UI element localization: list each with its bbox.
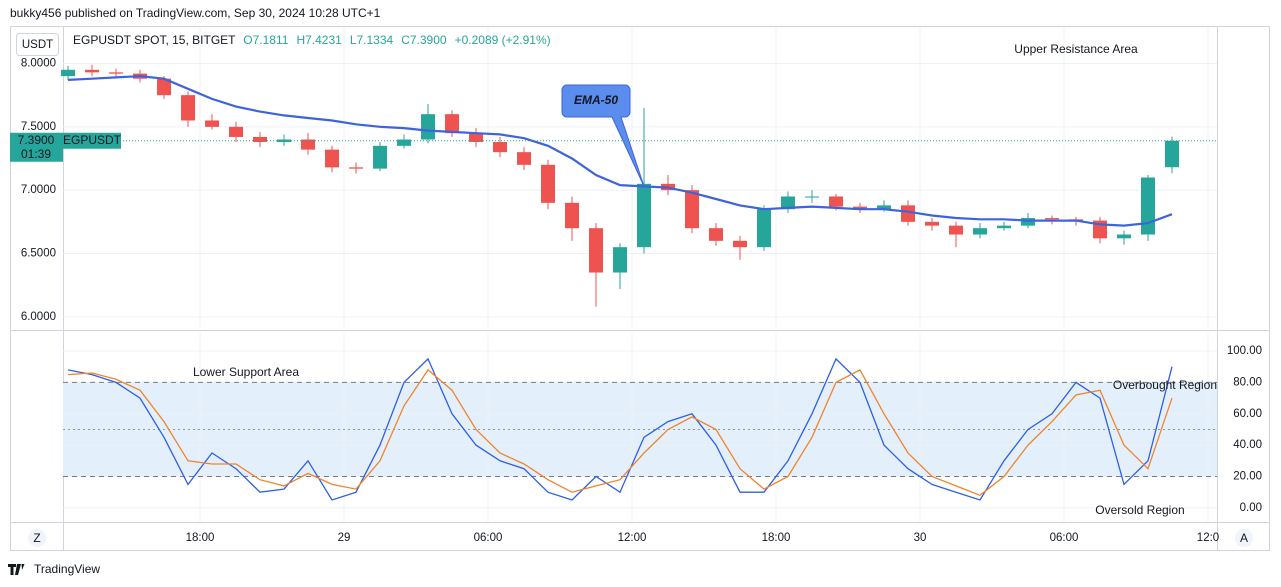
candle-body — [805, 196, 820, 198]
candle-body — [229, 126, 244, 137]
ema-callout — [561, 84, 645, 187]
currency[interactable]: USDT — [22, 39, 53, 51]
candle-body — [205, 120, 220, 127]
x-tick-label: 18:00 — [186, 532, 215, 544]
x-tick-label: 18:00 — [762, 532, 791, 544]
x-tick-label: 30 — [914, 532, 927, 544]
candle-body — [1021, 218, 1036, 226]
candle-body — [925, 221, 940, 226]
brand-icon — [8, 564, 25, 575]
candle-body — [757, 209, 772, 248]
chart-frame — [10, 26, 1270, 551]
candle-body — [733, 240, 748, 248]
x-tick-label: 06:00 — [1050, 532, 1079, 544]
ohlc-change: +0.2089 (+2.91%) — [455, 33, 551, 47]
candle-body — [901, 205, 916, 222]
zoom-label[interactable]: Z — [33, 531, 40, 545]
candle-body — [397, 139, 412, 146]
x-tick-label: 12:00 — [618, 532, 647, 544]
y-tick-label: 80.00 — [1233, 376, 1262, 388]
currency-box[interactable] — [16, 33, 59, 56]
candle-body — [1141, 177, 1156, 235]
header: EGPUSDT SPOT, 15, BITGET O7.1811 H7.4231 L7… — [73, 33, 551, 47]
candle-body — [373, 145, 388, 169]
y-tick-label: 7.0000 — [21, 184, 56, 196]
candle-body — [781, 196, 796, 210]
candle-body — [301, 139, 316, 150]
annotation: Lower Support Area — [193, 365, 299, 379]
ohlc-low: L7.1334 — [350, 33, 394, 47]
candle-body — [853, 206, 868, 210]
candle-body — [349, 167, 364, 169]
y-tick-label: 60.00 — [1233, 408, 1262, 420]
brand-logo — [8, 564, 25, 575]
candle-body — [493, 142, 508, 153]
oscillator-line — [67, 368, 1173, 497]
annotation: Overbought Region — [1113, 378, 1217, 392]
countdown: 01:39 — [21, 147, 51, 161]
ohlc-high: H7.4231 — [296, 33, 342, 47]
last-price-box — [10, 132, 63, 162]
candle-body — [61, 69, 76, 77]
candle-body — [709, 228, 724, 241]
ema-label: EMA-50 — [574, 93, 618, 107]
candle-body — [685, 190, 700, 229]
x-tick-label: 06:00 — [474, 532, 503, 544]
candle-body — [637, 183, 652, 248]
candle-body — [589, 228, 604, 273]
y-tick-label: 8.0000 — [21, 58, 56, 70]
candle-body — [253, 136, 268, 143]
ema-line — [67, 74, 1173, 227]
published-note: bukky456 published on TradingView.com, S… — [10, 6, 381, 20]
y-tick-label: 0.00 — [1240, 502, 1262, 514]
candle-body — [877, 205, 892, 210]
candle-body — [1117, 234, 1132, 239]
candle-body — [829, 196, 844, 207]
ohlc-close: C7.3900 — [401, 33, 447, 47]
ohlc-open: O7.1811 — [243, 33, 288, 47]
candle-body — [85, 69, 100, 73]
y-tick-label: 6.0000 — [21, 311, 56, 323]
oscillator-line — [67, 357, 1173, 501]
candle-body — [109, 72, 124, 74]
candle-body — [1165, 140, 1180, 168]
annotation: Upper Resistance Area — [1014, 42, 1138, 56]
candle-body — [565, 202, 580, 229]
brand: TradingView — [34, 562, 100, 576]
candle-body — [469, 133, 484, 143]
candle-body — [325, 149, 340, 168]
candle-body — [277, 139, 292, 143]
symbol-label: EGPUSDT — [63, 133, 122, 147]
candle-body — [949, 225, 964, 235]
candle-body — [973, 228, 988, 235]
y-tick-label: 6.5000 — [21, 248, 56, 260]
auto-button[interactable] — [1235, 529, 1253, 547]
candle-body — [181, 95, 196, 121]
candle-body — [445, 114, 460, 134]
last-price-label: 7.3900 — [18, 133, 55, 147]
plot-layer: 6.0000 6.5000 7.0000 7.5000 8.0000 EMA-50 7.39… — [10, 28, 1262, 544]
y-tick-label: 7.5000 — [21, 121, 56, 133]
y-tick-label: 40.00 — [1233, 439, 1262, 451]
y-tick-label: 20.00 — [1233, 471, 1262, 483]
candle-body — [157, 78, 172, 96]
x-tick-label: 29 — [338, 532, 351, 544]
candle-body — [1045, 218, 1060, 220]
candle-body — [997, 225, 1012, 229]
annotation: Oversold Region — [1095, 503, 1184, 517]
candle-body — [517, 152, 532, 165]
symbol-title: EGPUSDT SPOT, 15, BITGET — [73, 33, 236, 47]
auto-label[interactable]: A — [1240, 531, 1248, 545]
candle-body — [421, 114, 436, 140]
zoom-button[interactable] — [28, 529, 46, 547]
x-tick-label: 12:0 — [1197, 532, 1219, 544]
symbol-box — [63, 132, 121, 149]
candle-body — [541, 164, 556, 203]
candle-body — [613, 247, 628, 273]
y-tick-label: 100.00 — [1227, 345, 1262, 357]
